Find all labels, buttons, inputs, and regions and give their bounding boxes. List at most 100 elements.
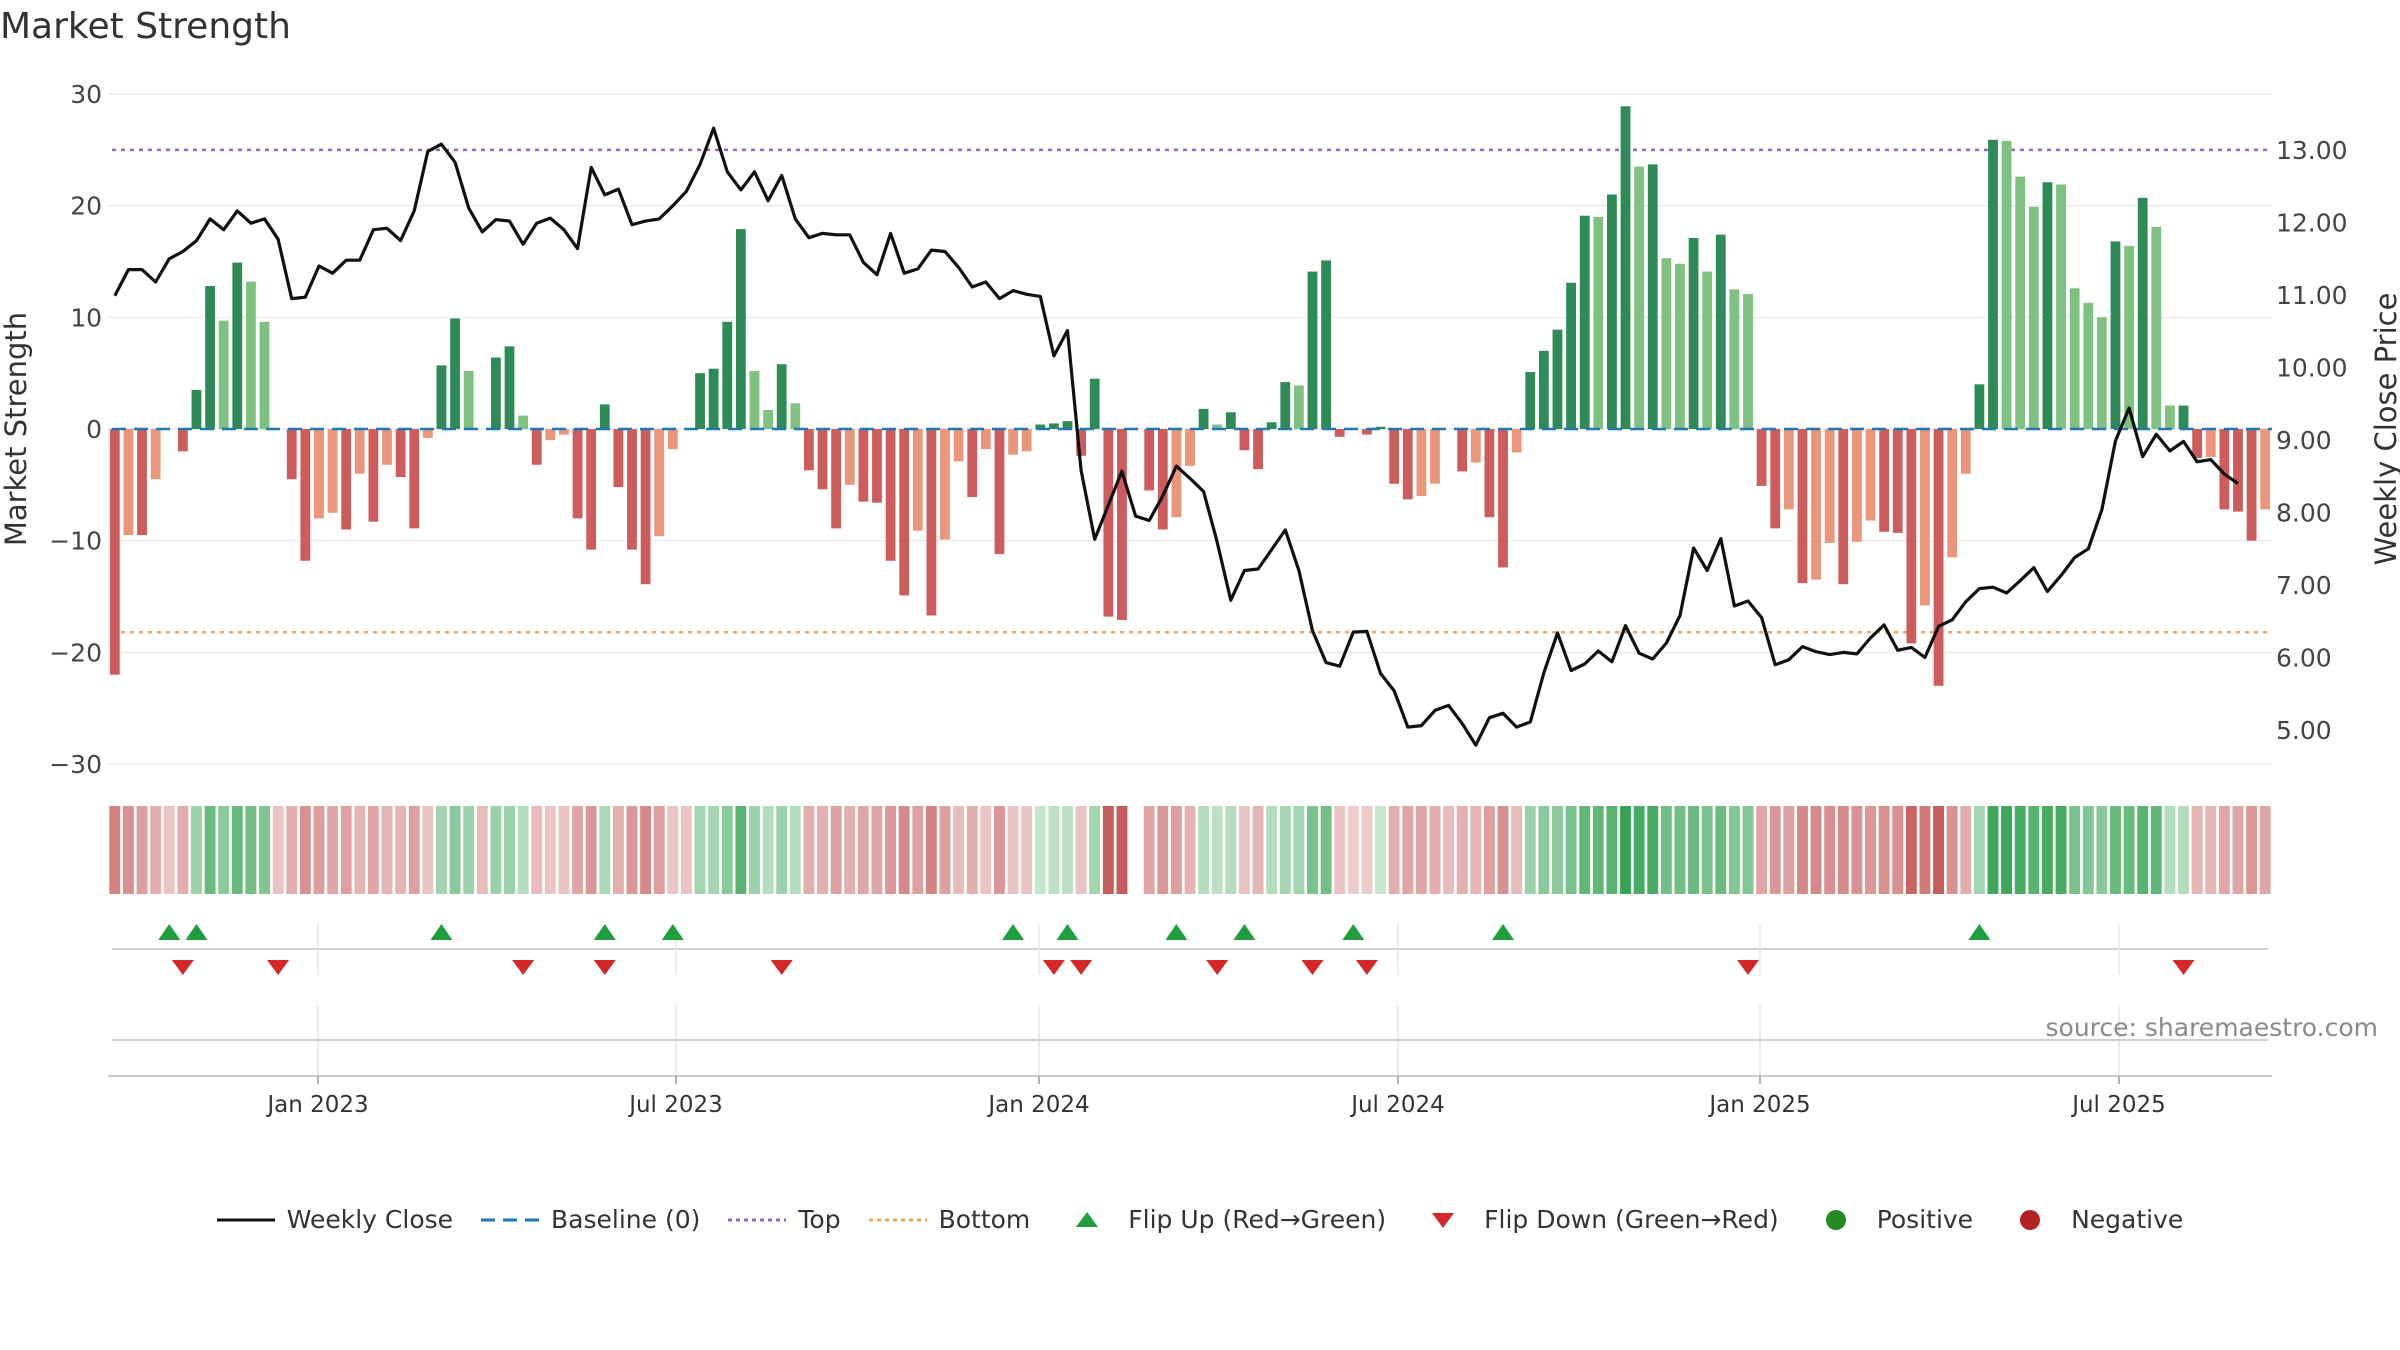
heat-cell	[1116, 806, 1128, 894]
legend-item[interactable]: Baseline (0)	[481, 1205, 700, 1234]
strength-bar	[531, 429, 542, 465]
heat-cell	[245, 806, 257, 894]
legend-item[interactable]: Bottom	[868, 1205, 1030, 1234]
flip-up-marker	[430, 924, 453, 940]
strength-bar	[1008, 429, 1018, 455]
y-tick-label: −10	[49, 527, 102, 556]
heat-cell	[1878, 806, 1890, 894]
legend-item[interactable]: Top	[728, 1205, 841, 1234]
strength-bar	[327, 429, 338, 513]
heat-cell	[204, 806, 216, 894]
x-tick-label: Jul 2023	[627, 1092, 723, 1118]
heat-cell	[259, 806, 270, 894]
strength-bar	[599, 404, 610, 429]
strength-bar	[1865, 429, 1876, 521]
strength-bar	[395, 429, 406, 478]
heat-cell	[1252, 806, 1264, 894]
heat-cell	[1797, 806, 1808, 894]
heat-cell	[667, 806, 679, 894]
heat-cell	[1388, 806, 1400, 894]
strength-bar	[2165, 405, 2175, 429]
heat-cell	[2164, 806, 2176, 894]
heat-cell	[2041, 806, 2053, 894]
legend-item[interactable]: Flip Down (Green→Red)	[1414, 1205, 1779, 1234]
flip-up-marker	[661, 924, 684, 940]
strength-bar	[2178, 405, 2189, 429]
strength-bar	[2069, 288, 2080, 429]
strength-bar	[967, 429, 978, 498]
strength-bar	[2028, 206, 2039, 429]
strength-bar	[450, 318, 460, 429]
strength-bar	[259, 321, 270, 429]
heat-cell	[1865, 806, 1876, 894]
strength-bar	[1076, 429, 1087, 456]
x-tick-label: Jul 2025	[2070, 1092, 2166, 1118]
strength-bar	[1824, 429, 1835, 543]
strength-bar	[2056, 184, 2066, 429]
heat-cell	[2123, 806, 2135, 894]
strength-bar	[1960, 429, 1971, 474]
strength-bar	[1851, 429, 1862, 542]
heat-cell	[1470, 806, 1482, 894]
flip-up-marker	[1492, 924, 1515, 940]
heat-cell	[1565, 806, 1577, 894]
strength-bar	[2042, 182, 2053, 429]
heat-cell	[272, 806, 284, 894]
flip-up-marker	[185, 924, 208, 940]
flip-up-marker	[1056, 924, 1079, 940]
legend-item[interactable]: Positive	[1807, 1205, 1973, 1234]
heat-cell	[1606, 806, 1618, 894]
flip-down-marker	[2172, 960, 2195, 975]
heat-cell	[191, 806, 202, 894]
heat-cell	[2082, 806, 2094, 894]
heat-cell	[1143, 806, 1155, 894]
heat-cell	[231, 806, 243, 894]
y2-tick-label: 8.00	[2276, 499, 2332, 528]
heat-cell	[1851, 806, 1863, 894]
legend-item[interactable]: Negative	[2001, 1205, 2183, 1234]
flip-up-marker	[158, 924, 181, 940]
strength-bar	[341, 429, 352, 530]
heat-cell	[1497, 806, 1509, 894]
strength-bar	[885, 429, 896, 561]
strength-bar	[1035, 424, 1046, 429]
heat-cell	[1552, 806, 1563, 894]
strength-bar	[735, 229, 746, 429]
heat-cell	[1756, 806, 1768, 894]
heat-cell	[1837, 806, 1849, 894]
legend-swatch-icon	[728, 1218, 787, 1221]
heat-cell	[1075, 806, 1087, 894]
x-tick-label: Jan 2025	[1707, 1092, 1810, 1118]
legend-swatch-icon	[481, 1218, 540, 1221]
legend-item[interactable]: Flip Up (Red→Green)	[1058, 1205, 1386, 1234]
strength-bar	[218, 320, 229, 429]
heat-cell	[1511, 806, 1523, 894]
strength-bar	[1253, 429, 1263, 470]
strength-bar	[1675, 263, 1685, 429]
heat-cell	[1048, 806, 1060, 894]
flip-up-marker	[1002, 924, 1025, 940]
strength-bar	[314, 429, 324, 519]
strength-bar	[1743, 293, 1753, 429]
heat-cell	[2246, 806, 2258, 894]
strength-bar	[1021, 429, 1032, 452]
heat-cell	[2191, 806, 2203, 894]
heat-cell	[2150, 806, 2162, 894]
flip-up-marker	[1968, 924, 1991, 940]
strength-bar	[1498, 429, 1508, 568]
heat-cell	[939, 806, 951, 894]
page-title: Market Strength	[0, 6, 291, 47]
legend-item[interactable]: Weekly Close	[216, 1205, 453, 1234]
heat-cell	[1225, 806, 1237, 894]
strength-bar	[1647, 164, 1658, 429]
strength-bar	[899, 429, 910, 596]
legend-label: Flip Down (Green→Red)	[1484, 1205, 1779, 1234]
heat-cell	[2055, 806, 2067, 894]
strength-bar	[1688, 238, 1699, 429]
strength-bar	[627, 429, 637, 550]
heat-cell	[558, 806, 570, 894]
strength-bar	[518, 415, 529, 429]
y2-tick-label: 9.00	[2276, 426, 2332, 455]
strength-bar	[109, 429, 120, 675]
